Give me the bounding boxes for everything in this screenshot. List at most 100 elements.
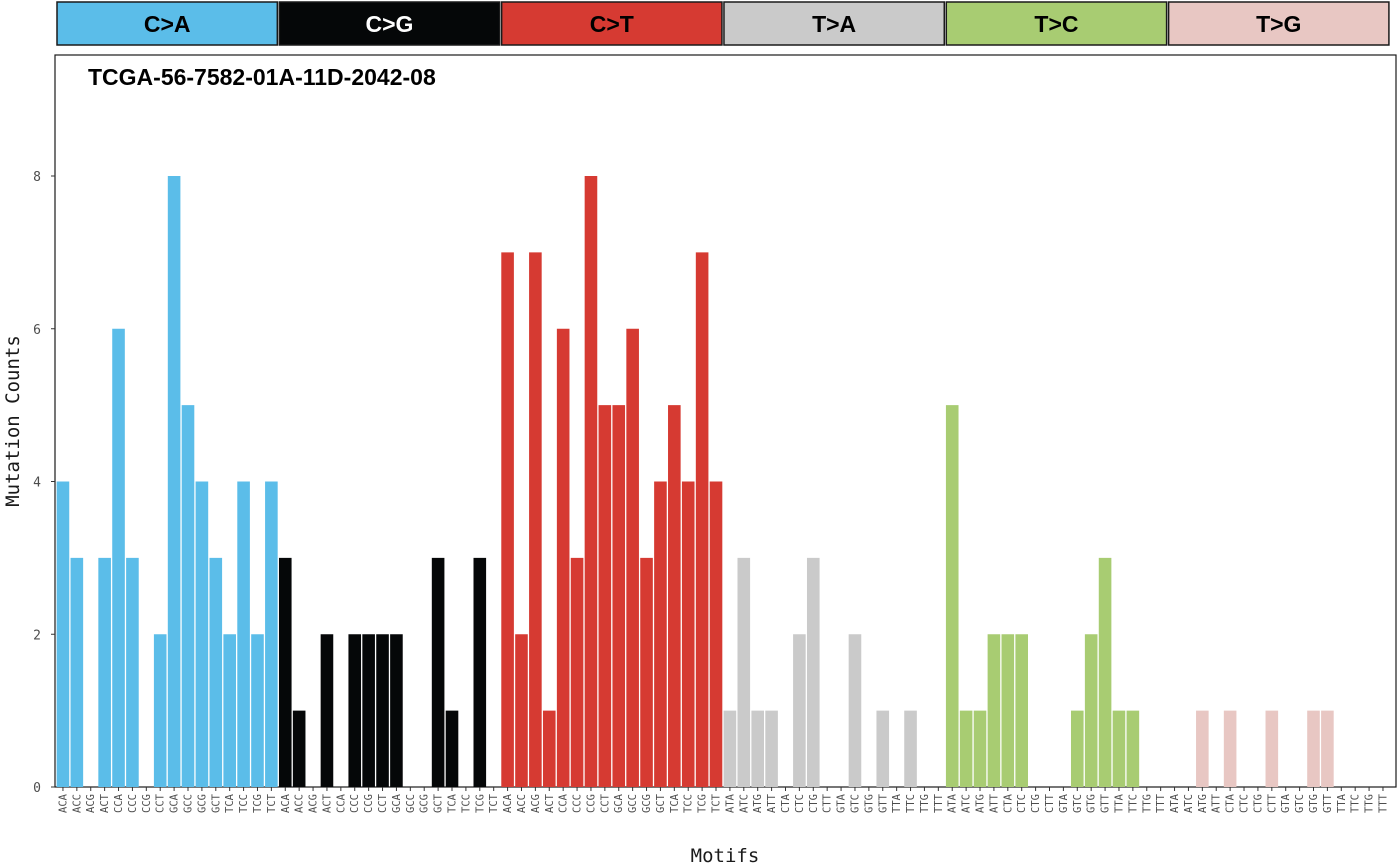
x-tick-label: CTA [1225, 793, 1237, 813]
bar [390, 634, 403, 787]
x-tick-label: TTT [1155, 793, 1167, 813]
x-tick-label: GCG [196, 794, 208, 813]
y-axis-title: Mutation Counts [2, 335, 24, 507]
y-tick-label: 0 [33, 781, 41, 796]
y-tick-label: 4 [33, 476, 41, 491]
x-tick-label: CCA [558, 793, 570, 813]
bar [570, 557, 584, 787]
x-tick-label: TTG [1364, 794, 1376, 813]
x-tick-label: GCA [613, 793, 625, 813]
x-tick-label: GTG [1086, 794, 1098, 813]
band-label: C>G [366, 11, 414, 37]
y-tick-label: 6 [33, 323, 41, 338]
x-tick-label: CCT [155, 793, 167, 813]
bar [515, 634, 528, 787]
x-tick-label: GTC [1072, 794, 1084, 813]
band-label: C>A [144, 11, 191, 37]
y-tick-label: 2 [33, 628, 41, 643]
x-tick-label: TTT [933, 793, 945, 813]
bar [626, 328, 639, 787]
bar [292, 710, 306, 787]
x-tick-label: GCA [169, 793, 181, 813]
x-tick-label: CTC [1016, 794, 1028, 813]
bar [473, 557, 487, 787]
x-tick-label: TTC [1127, 794, 1139, 813]
x-tick-label: CTA [780, 793, 792, 813]
bar [640, 557, 653, 787]
bar [987, 634, 1001, 787]
x-tick-label: ATG [1197, 794, 1209, 813]
x-tick-label: GCC [627, 794, 639, 813]
x-tick-label: GCG [641, 794, 653, 813]
x-tick-label: GTA [836, 793, 848, 813]
x-tick-label: ACA [280, 793, 292, 813]
x-tick-label: GTT [877, 793, 889, 813]
x-tick-label: TTA [1336, 793, 1348, 813]
bar [1084, 634, 1098, 787]
x-tick-label: TTA [891, 793, 903, 813]
x-tick-label: GCG [419, 794, 431, 813]
x-tick-label: ACA [57, 793, 69, 813]
bar [542, 710, 556, 787]
bar [1223, 710, 1237, 787]
x-tick-label: GCA [391, 793, 403, 813]
x-tick-label: ACG [308, 794, 320, 813]
x-tick-label: ACC [516, 794, 528, 813]
band-label: T>C [1034, 11, 1078, 37]
x-tick-label: ACT [99, 793, 111, 813]
bar [945, 405, 959, 787]
x-tick-label: CCG [141, 794, 153, 813]
x-tick-label: CTG [808, 794, 820, 813]
x-tick-label: TTG [919, 794, 931, 813]
x-tick-label: CTC [794, 794, 806, 813]
x-tick-label: ATT [766, 793, 778, 813]
bar [265, 481, 278, 787]
bar [1070, 710, 1084, 787]
bar [195, 481, 209, 787]
bar [806, 557, 820, 787]
bar [98, 557, 111, 787]
x-tick-label: CCC [572, 794, 584, 813]
bar [1126, 710, 1140, 787]
x-tick-label: ACG [530, 794, 542, 813]
bar [431, 557, 445, 787]
bar [876, 710, 890, 787]
bar [223, 634, 236, 787]
x-tick-label: GTT [1322, 793, 1334, 813]
x-tick-label: ACC [71, 794, 83, 813]
x-tick-label: TCT [711, 793, 723, 813]
bar [501, 252, 514, 787]
x-tick-label: CCG [585, 794, 597, 813]
x-tick-label: CCA [335, 793, 347, 813]
x-tick-label: TCC [683, 794, 695, 813]
y-tick-label: 8 [33, 170, 41, 185]
band-c-to-g [278, 1, 501, 46]
x-tick-label: CCC [349, 794, 361, 813]
bar [695, 252, 709, 787]
x-axis-title: Motifs [691, 845, 760, 866]
bar [209, 557, 223, 787]
bar [126, 557, 139, 787]
x-tick-label: CCC [127, 794, 139, 813]
band-t-to-a [723, 1, 946, 46]
x-tick-label: GTC [1294, 794, 1306, 813]
x-tick-label: TTG [1141, 794, 1153, 813]
band-c-to-a [56, 1, 279, 46]
bar [1001, 634, 1015, 787]
bar [529, 252, 542, 787]
x-tick-label: CCT [377, 793, 389, 813]
bar [1112, 710, 1126, 787]
bar [445, 710, 459, 787]
x-tick-label: ATC [738, 794, 750, 813]
x-tick-label: ATT [988, 793, 1000, 813]
bar [70, 557, 84, 787]
y-axis: 0 2 4 6 8 [33, 170, 55, 796]
x-tick-label: TCG [697, 794, 709, 813]
x-tick-label: TCG [252, 794, 264, 813]
x-tick-label: ACT [321, 793, 333, 813]
x-tick-label: ATC [961, 794, 973, 813]
x-tick-label: ACT [544, 793, 556, 813]
x-tick-label: GTG [1308, 794, 1320, 813]
x-tick-label: TTA [1113, 793, 1125, 813]
